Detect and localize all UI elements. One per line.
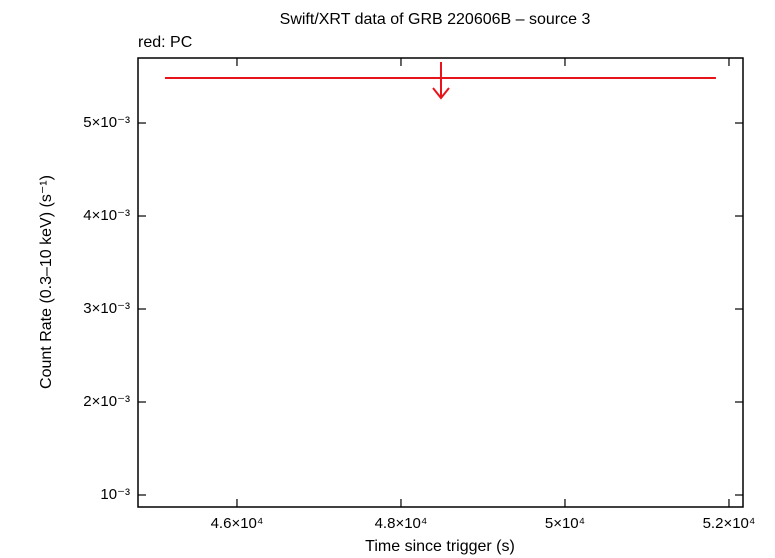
x-tick-label: 4.8×10⁴ xyxy=(375,515,428,532)
upper-limit-arrow xyxy=(432,61,450,100)
x-tick-label: 5×10⁴ xyxy=(545,515,585,532)
y-tick-label: 5×10⁻³ xyxy=(83,114,130,131)
y-tick-label: 4×10⁻³ xyxy=(83,207,130,224)
x-tick-label: 5.2×10⁴ xyxy=(703,515,756,532)
y-tick-label: 2×10⁻³ xyxy=(83,393,130,410)
chart-title: Swift/XRT data of GRB 220606B – source 3 xyxy=(280,11,591,28)
y-tick-label: 10⁻³ xyxy=(100,486,130,503)
subtitle: red: PC xyxy=(138,34,192,51)
y-axis-label: Count Rate (0.3–10 keV) (s⁻¹) xyxy=(38,175,55,389)
x-tick-label: 4.6×10⁴ xyxy=(211,515,264,532)
y-tick-label: 3×10⁻³ xyxy=(83,300,130,317)
plot-frame xyxy=(137,57,744,508)
x-axis-label: Time since trigger (s) xyxy=(365,538,515,555)
